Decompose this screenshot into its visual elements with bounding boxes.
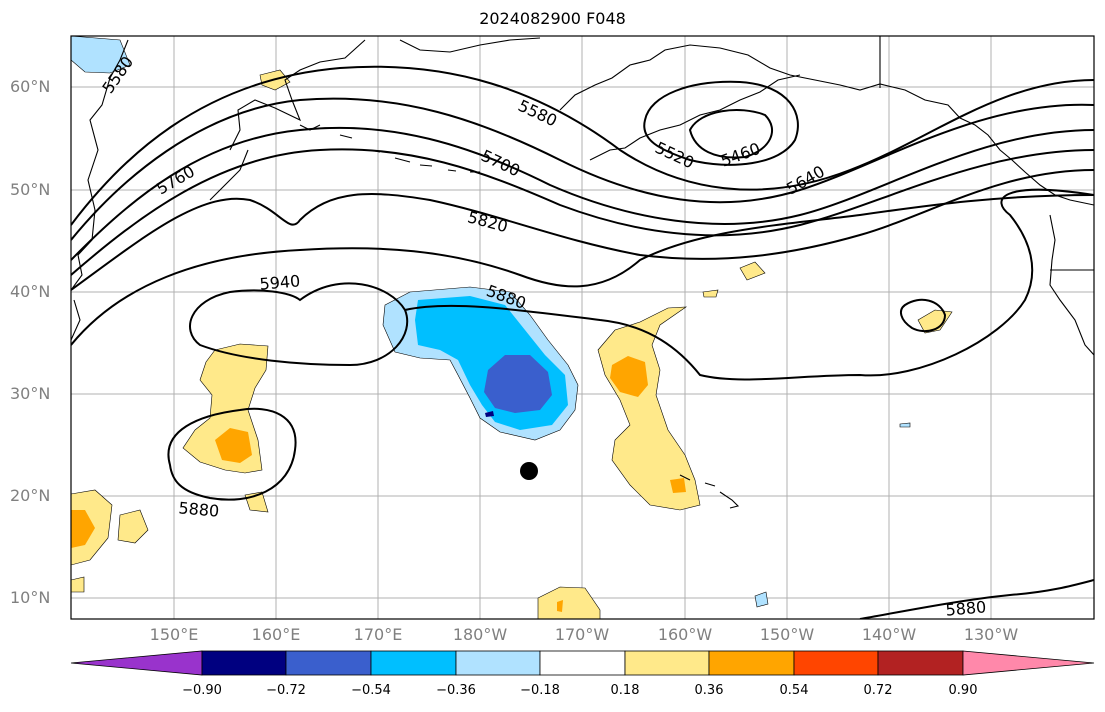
colorbar-tick: 0.54 — [779, 683, 809, 698]
lon-label: 150°W — [759, 625, 815, 644]
contour-label: 5880 — [945, 597, 987, 619]
negative-anomaly-mid — [415, 296, 568, 430]
colorbar-tick: −0.90 — [182, 683, 222, 698]
contour-label: 5460 — [718, 139, 763, 171]
colorbar-tick: −0.54 — [351, 683, 391, 698]
lat-label: 60°N — [10, 77, 51, 96]
lon-label: 160°E — [251, 625, 301, 644]
lon-label: 170°E — [353, 625, 403, 644]
colorbar — [70, 650, 1095, 676]
height-contours — [71, 65, 1094, 619]
storm-position-marker — [520, 462, 538, 480]
contour-label: 5640 — [783, 162, 828, 199]
contour-label: 5880 — [178, 498, 220, 520]
map-title: 2024082900 F048 — [479, 9, 626, 28]
colorbar-tick: −0.18 — [520, 683, 560, 698]
colorbar-tick: 0.36 — [694, 683, 724, 698]
lon-label: 170°W — [554, 625, 610, 644]
lat-label: 40°N — [10, 282, 51, 301]
contour-label: 5760 — [153, 162, 198, 199]
lat-label: 20°N — [10, 486, 51, 505]
lat-label: 50°N — [10, 180, 51, 199]
lon-label: 160°W — [657, 625, 713, 644]
contour-label: 5520 — [652, 138, 697, 172]
colorbar-tick: 0.90 — [948, 683, 978, 698]
positive-anomaly — [597, 306, 701, 511]
map-frame — [70, 35, 1095, 620]
lat-label: 30°N — [10, 384, 51, 403]
colorbar-extend-high — [962, 650, 1095, 676]
lon-label: 150°E — [149, 625, 199, 644]
colorbar-tick: −0.72 — [266, 683, 306, 698]
anomaly-shading — [71, 36, 953, 619]
colorbar-tick: 0.18 — [610, 683, 640, 698]
lat-label: 10°N — [10, 588, 51, 607]
lon-label: 180°W — [452, 625, 508, 644]
colorbar-tick: 0.72 — [863, 683, 893, 698]
lon-label: 140°W — [861, 625, 917, 644]
contour-label: 5940 — [259, 271, 301, 293]
contour-label: 5820 — [466, 207, 510, 236]
colorbar-extend-low — [70, 650, 203, 676]
negative-anomaly-dark — [484, 355, 552, 413]
lon-label: 130°W — [963, 625, 1019, 644]
colorbar-tick: −0.36 — [436, 683, 476, 698]
